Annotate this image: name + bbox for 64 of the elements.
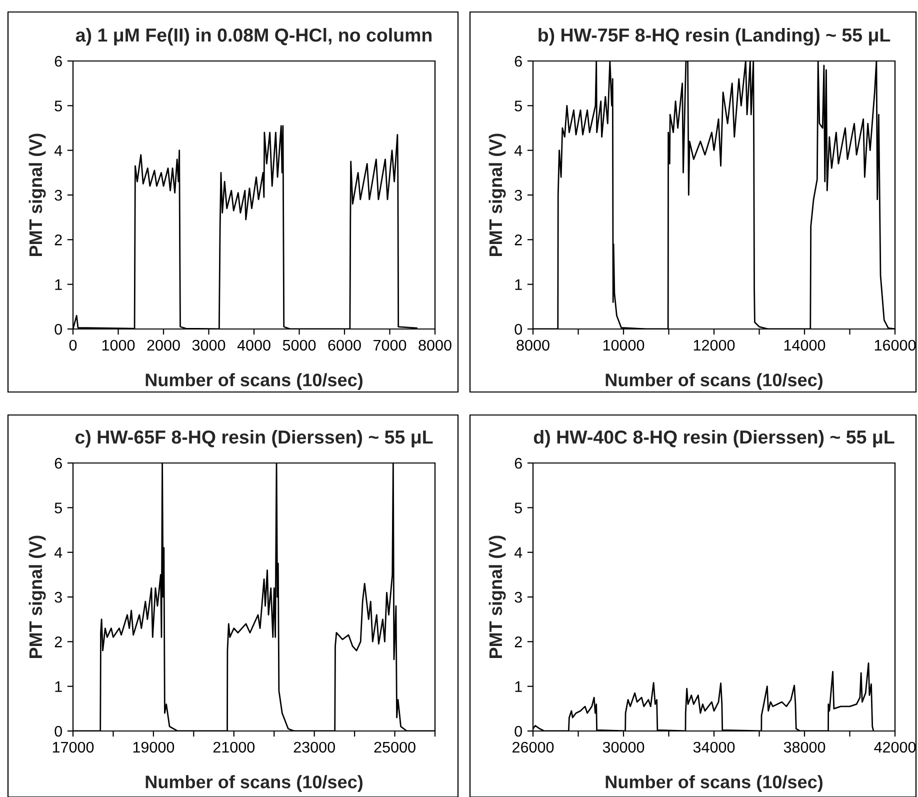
x-tick-label: 21000 [213,742,255,753]
y-tick-label: 2 [54,636,62,648]
x-tick-label: 1000 [102,340,135,351]
y-tick-label: 0 [54,726,62,737]
x-tick-label: 23000 [294,742,335,753]
y-axis-title: PMT signal (V) [28,536,46,658]
chart-title: b) HW-75F 8-HQ resin (Landing) ~ 55 μL [538,28,890,46]
y-tick-label: 0 [514,324,522,335]
x-tick-label: 34000 [693,742,735,753]
y-tick-label: 3 [54,592,62,603]
x-tick-label: 2000 [147,340,180,351]
y-tick-label: 1 [55,681,62,692]
y-tick-label: 5 [514,502,522,514]
y-tick-label: 6 [514,458,522,469]
x-tick-label: 3000 [192,340,226,351]
y-tick-label: 6 [54,458,62,469]
y-tick-label: 0 [514,726,522,737]
y-tick-label: 0 [54,324,62,335]
x-tick-label: 7000 [374,340,406,351]
x-tick-label: 42000 [874,742,916,753]
y-tick-label: 3 [514,592,522,603]
y-tick-label: 1 [515,681,522,692]
x-tick-label: 19000 [133,742,174,753]
y-tick-label: 3 [514,190,522,201]
y-tick-label: 6 [514,56,522,67]
y-tick-label: 5 [54,100,62,112]
x-tick-label: 17000 [52,742,94,753]
y-tick-label: 1 [515,279,522,290]
y-tick-label: 1 [55,279,62,290]
y-axis-title: PMT signal (V) [28,134,46,256]
chart-title: d) HW-40C 8-HQ resin (Dierssen) ~ 55 μL [534,430,894,448]
x-tick-label: 14000 [784,340,826,351]
y-tick-label: 2 [514,234,522,246]
x-tick-label: 5000 [282,340,316,351]
y-tick-label: 4 [54,547,62,558]
x-tick-label: 8000 [516,340,550,351]
y-tick-label: 2 [514,636,522,648]
y-tick-label: 2 [54,234,62,246]
y-axis-title: PMT signal (V) [488,134,506,256]
y-tick-label: 3 [54,190,62,201]
y-tick-label: 4 [514,547,522,558]
x-tick-label: 4000 [237,340,270,351]
x-tick-label: 12000 [694,340,735,351]
y-tick-label: 6 [54,56,62,67]
y-axis-title: PMT signal (V) [488,536,506,658]
chart-title: a) 1 μM Fe(II) in 0.08M Q-HCl, no column [76,28,432,46]
y-tick-label: 5 [514,100,522,112]
chart-title: c) HW-65F 8-HQ resin (Dierssen) ~ 55 μL [75,430,433,448]
y-tick-label: 5 [54,502,62,514]
y-tick-label: 4 [514,145,522,156]
x-tick-label: 16000 [874,340,916,351]
x-axis-title: Number of scans (10/sec) [146,373,362,390]
x-tick-label: 8000 [418,340,452,351]
x-tick-label: 26000 [512,742,554,753]
x-axis-title: Number of scans (10/sec) [606,373,822,390]
x-tick-label: 6000 [328,340,361,351]
x-tick-label: 38000 [784,742,826,753]
x-tick-label: 0 [69,340,77,351]
y-tick-label: 4 [54,145,62,156]
x-axis-title: Number of scans (10/sec) [606,775,822,792]
x-axis-title: Number of scans (10/sec) [146,775,362,792]
x-tick-label: 25000 [374,742,416,753]
x-tick-label: 30000 [602,742,644,753]
x-tick-label: 10000 [603,340,644,351]
